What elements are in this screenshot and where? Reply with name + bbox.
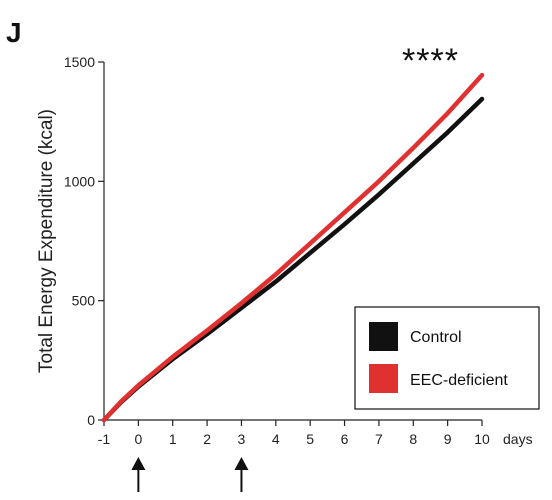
legend: Control EEC-deficient — [354, 306, 540, 410]
x-tick-label: 4 — [272, 431, 280, 447]
y-tick-label: 500 — [72, 293, 96, 309]
legend-swatch-eec-deficient — [369, 364, 398, 393]
y-tick-label: 1500 — [64, 54, 95, 70]
x-tick-label: -1 — [98, 431, 111, 447]
x-tick-label: 6 — [341, 431, 349, 447]
x-tick-label: 3 — [238, 431, 246, 447]
series-line-eec-deficient — [101, 72, 485, 423]
y-tick-label: 1000 — [64, 173, 95, 189]
x-tick-label: 9 — [444, 431, 452, 447]
x-tick-label: 7 — [375, 431, 383, 447]
legend-label-control: Control — [410, 329, 462, 346]
significance-marker: **** — [402, 42, 459, 80]
y-axis-title: Total Energy Expenditure (kcal) — [36, 109, 57, 373]
treatment-arrows — [131, 457, 249, 492]
legend-swatch-control — [369, 322, 398, 351]
x-tick-label: 2 — [203, 431, 211, 447]
up-arrow-icon — [234, 457, 249, 470]
x-tick-label: 5 — [306, 431, 314, 447]
x-tick-label: 8 — [409, 431, 417, 447]
x-tick-label: 10 — [474, 431, 490, 447]
y-tick-label: 0 — [87, 412, 95, 428]
legend-label-eec-deficient: EEC-deficient — [410, 372, 508, 389]
x-tick-label: 1 — [169, 431, 177, 447]
x-axis-unit-label: days — [503, 431, 533, 447]
x-tick-label: 0 — [134, 431, 142, 447]
series-layer — [101, 72, 485, 423]
panel-label: J — [6, 17, 22, 48]
up-arrow-icon — [131, 457, 146, 470]
